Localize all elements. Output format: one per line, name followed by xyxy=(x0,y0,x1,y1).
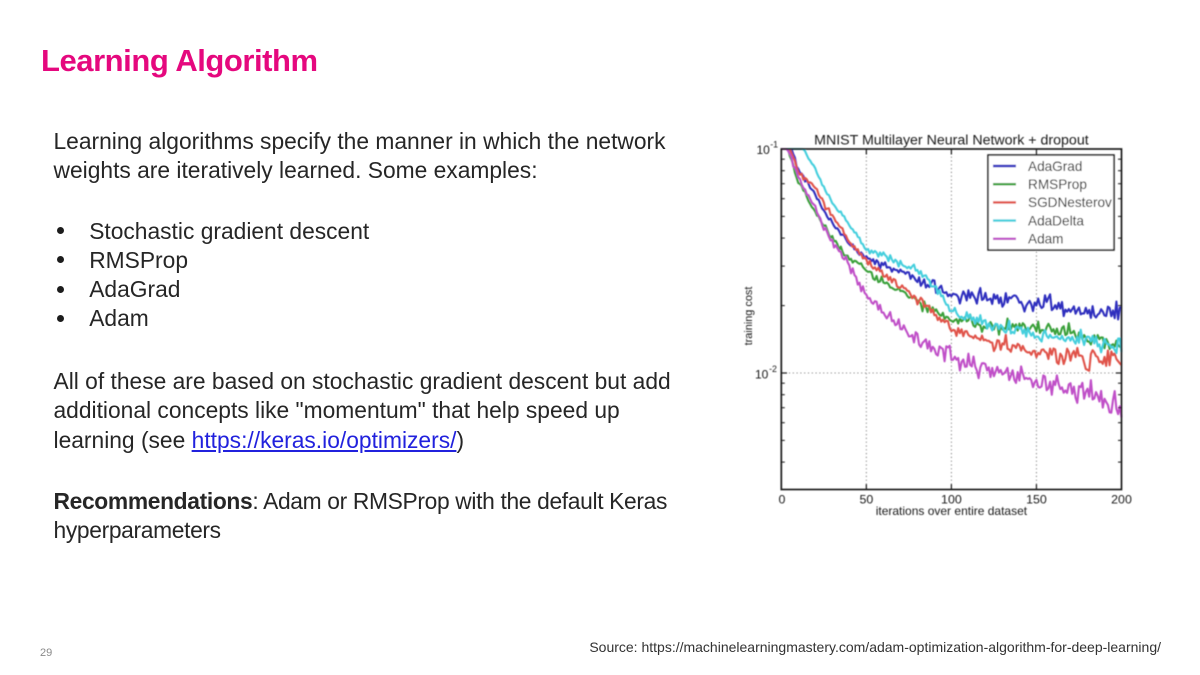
svg-text:iterations over entire dataset: iterations over entire dataset xyxy=(876,504,1028,518)
svg-text:150: 150 xyxy=(1026,492,1047,506)
svg-text:AdaDelta: AdaDelta xyxy=(1028,213,1084,228)
svg-text:50: 50 xyxy=(859,492,873,506)
svg-text:-1: -1 xyxy=(770,139,778,149)
svg-text:10: 10 xyxy=(755,368,769,382)
svg-text:SGDNesterov: SGDNesterov xyxy=(1028,195,1112,210)
svg-text:training cost: training cost xyxy=(743,287,755,346)
svg-text:RMSProp: RMSProp xyxy=(1028,177,1087,192)
svg-text:Adam: Adam xyxy=(1028,232,1064,247)
svg-text:AdaGrad: AdaGrad xyxy=(1028,159,1082,174)
svg-text:10: 10 xyxy=(756,143,770,157)
svg-text:-2: -2 xyxy=(769,364,777,374)
svg-text:100: 100 xyxy=(941,492,962,506)
svg-text:0: 0 xyxy=(779,492,786,506)
svg-text:MNIST Multilayer Neural Networ: MNIST Multilayer Neural Network + dropou… xyxy=(814,133,1089,149)
svg-text:200: 200 xyxy=(1111,492,1132,506)
